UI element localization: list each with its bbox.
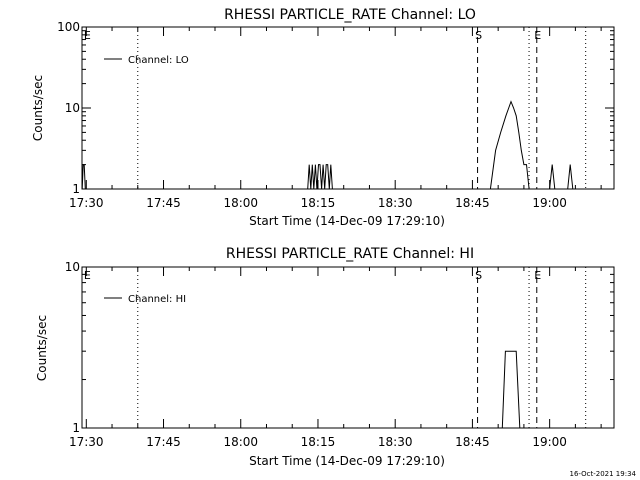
event-marker-label: S bbox=[475, 269, 482, 282]
x-tick-label: 18:30 bbox=[378, 435, 413, 449]
footer-timestamp: 16-Oct-2021 19:34 bbox=[570, 470, 637, 478]
x-tick-label: 17:30 bbox=[69, 435, 104, 449]
event-marker-label: E bbox=[534, 269, 541, 282]
chart-panel-lo: RHESSI PARTICLE_RATE Channel: LO Counts/… bbox=[31, 7, 615, 228]
x-tick-label: 18:30 bbox=[378, 196, 413, 210]
y-tick-label: 100 bbox=[57, 20, 80, 34]
legend-label-lo: Channel: LO bbox=[128, 55, 189, 66]
series-line bbox=[81, 164, 87, 190]
series-line bbox=[489, 100, 574, 190]
x-axis-label-hi: Start Time (14-Dec-09 17:29:10) bbox=[249, 454, 445, 468]
x-tick-label: 18:15 bbox=[301, 196, 336, 210]
x-axis-label-lo: Start Time (14-Dec-09 17:29:10) bbox=[249, 214, 445, 228]
chart-title-hi: RHESSI PARTICLE_RATE Channel: HI bbox=[226, 246, 474, 262]
legend-label-hi: Channel: HI bbox=[128, 294, 186, 305]
event-marker-label: E bbox=[534, 29, 541, 42]
y-axis-label-hi: Counts/sec bbox=[35, 315, 49, 381]
event-marker-label: S bbox=[475, 29, 482, 42]
x-tick-label: 17:45 bbox=[146, 196, 181, 210]
x-tick-label: 18:00 bbox=[223, 196, 258, 210]
plot-frame bbox=[81, 266, 615, 429]
x-tick-label: 17:30 bbox=[69, 196, 104, 210]
x-tick-label: 19:00 bbox=[532, 435, 567, 449]
y-tick-label: 1 bbox=[72, 182, 80, 196]
plot-area-hi: 1 10 17:30 17:45 18:00 18:15 18:30 18:45 19:00 E S… bbox=[65, 260, 615, 449]
plot-area-lo: 1 10 100 17:30 17:45 18:00 18:15 18:30 18:45 19:0… bbox=[57, 20, 615, 210]
chart-panel-hi: RHESSI PARTICLE_RATE Channel: HI Counts/… bbox=[35, 246, 615, 468]
event-marker-label: E bbox=[84, 269, 91, 282]
y-tick-label: 10 bbox=[65, 101, 80, 115]
x-tick-label: 18:15 bbox=[301, 435, 336, 449]
y-tick-label: 10 bbox=[65, 260, 80, 274]
series-line bbox=[307, 164, 334, 190]
chart-title-lo: RHESSI PARTICLE_RATE Channel: LO bbox=[224, 7, 476, 23]
x-tick-label: 17:45 bbox=[146, 435, 181, 449]
y-axis-label-lo: Counts/sec bbox=[31, 75, 45, 141]
x-tick-label: 18:45 bbox=[455, 196, 490, 210]
x-tick-label: 18:45 bbox=[455, 435, 490, 449]
x-tick-label: 19:00 bbox=[532, 196, 567, 210]
series-line bbox=[501, 350, 521, 429]
y-tick-label: 1 bbox=[72, 421, 80, 435]
event-marker-label: E bbox=[84, 29, 91, 42]
x-tick-label: 18:00 bbox=[223, 435, 258, 449]
